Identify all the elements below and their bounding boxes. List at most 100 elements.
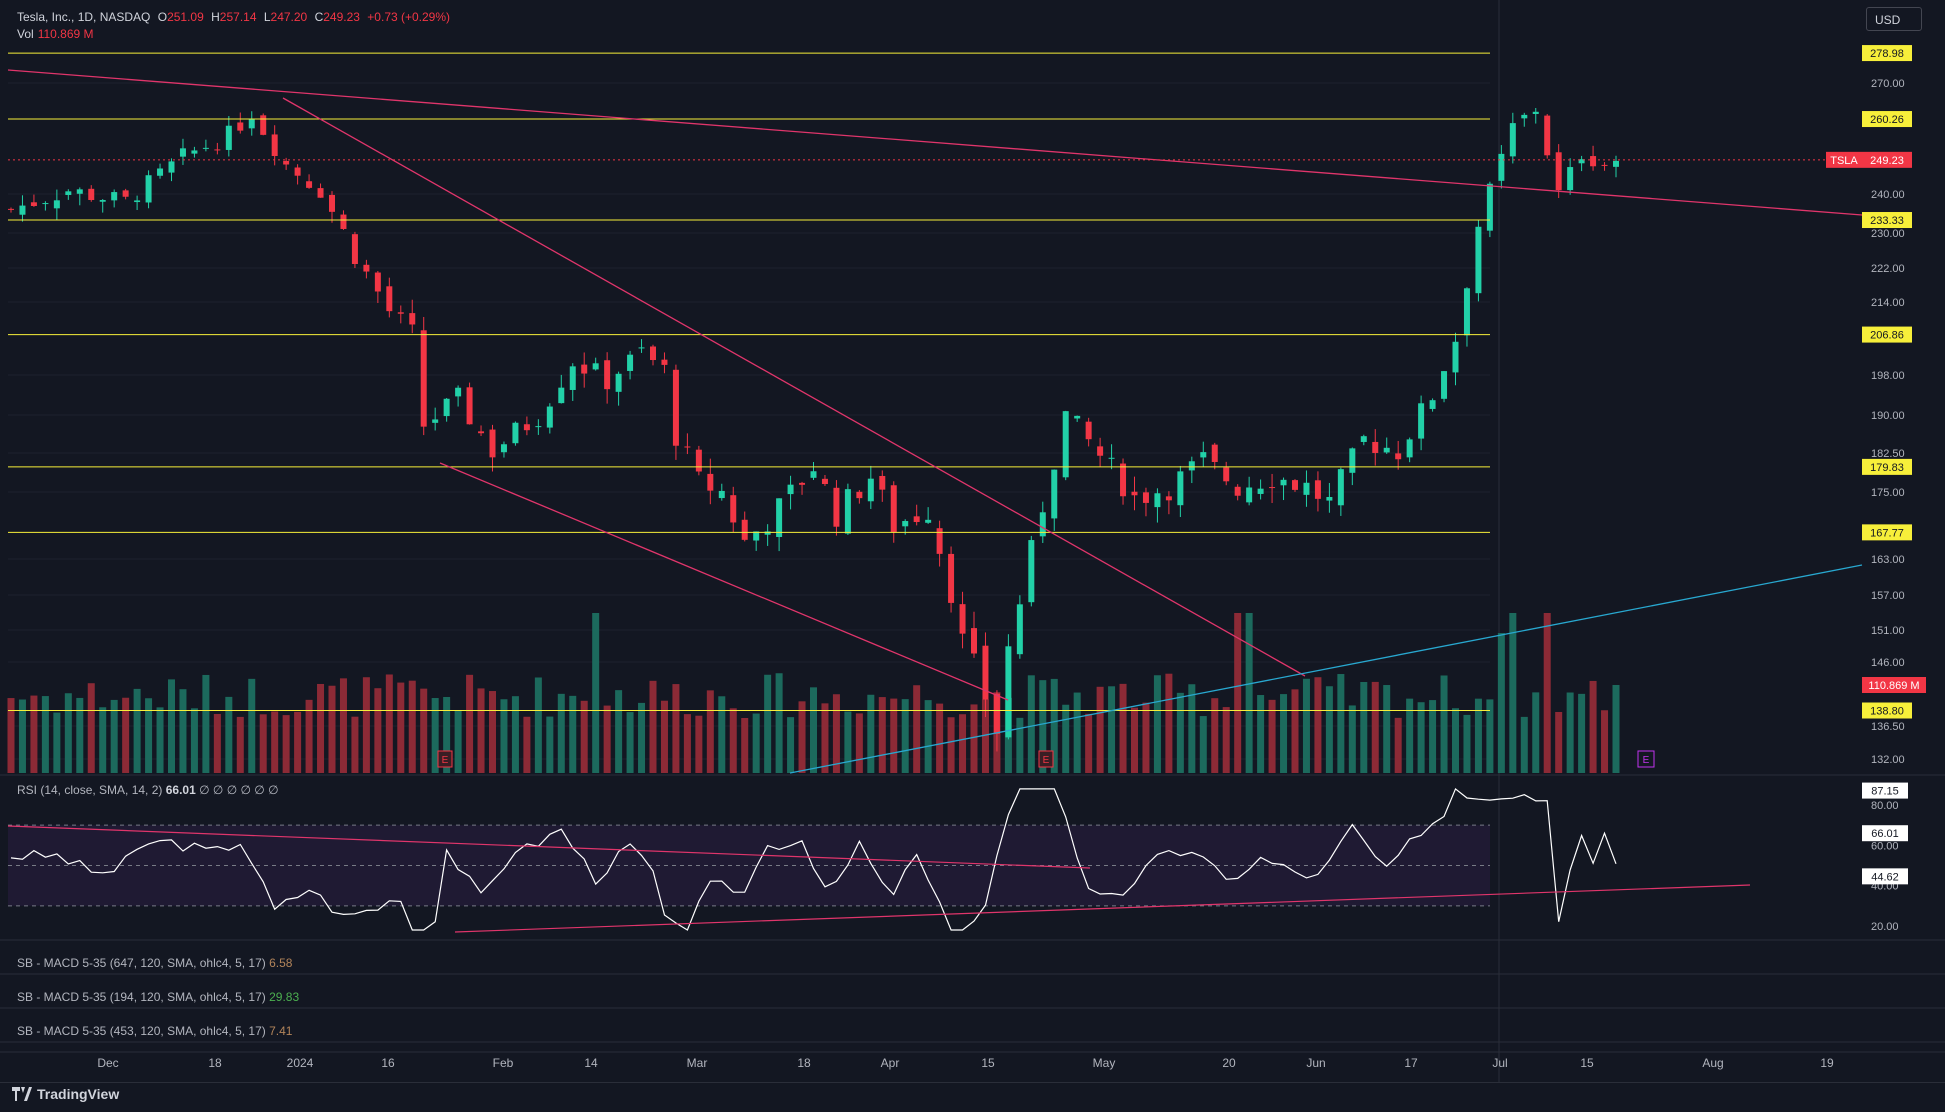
candle-body xyxy=(764,531,771,535)
volume-bar xyxy=(53,712,61,773)
earnings-marker[interactable]: E xyxy=(1038,750,1054,768)
volume-bar xyxy=(1211,698,1219,773)
macd-453-label[interactable]: SB - MACD 5-35 (453, 120, SMA, ohlc4, 5,… xyxy=(17,1024,292,1038)
volume-bar xyxy=(603,705,611,773)
volume-bar xyxy=(592,613,600,773)
volume-bar xyxy=(1188,684,1196,773)
candle-body xyxy=(1590,156,1597,167)
price-tick-label: 240.00 xyxy=(1871,189,1905,201)
rsi-label[interactable]: RSI (14, close, SMA, 14, 2) 66.01 ∅ ∅ ∅ … xyxy=(17,783,279,797)
volume-bar xyxy=(1131,707,1138,773)
volume-bar xyxy=(1280,694,1288,773)
candle-body xyxy=(1337,469,1344,506)
rsi-tag xyxy=(1862,782,1908,799)
volume-bar xyxy=(672,684,680,773)
level-tag-text: 260.26 xyxy=(1870,114,1904,126)
candle-body xyxy=(1028,540,1035,603)
level-tag xyxy=(1862,458,1912,475)
currency-button[interactable]: USD xyxy=(1866,7,1922,31)
candle-body xyxy=(695,449,702,472)
candle-body xyxy=(1257,488,1264,494)
volume-bar xyxy=(18,699,26,773)
candle-body xyxy=(65,191,72,195)
volume-bar xyxy=(145,698,153,773)
volume-label: Vol xyxy=(17,27,34,41)
candle-body xyxy=(1613,160,1619,167)
volume-bar xyxy=(110,699,118,773)
macd-647-value: 6.58 xyxy=(269,956,293,970)
candle-body xyxy=(478,431,485,434)
volume-bar xyxy=(534,677,542,773)
candle-body xyxy=(237,122,244,131)
candle-body xyxy=(684,446,691,448)
candle-body xyxy=(592,363,599,370)
upcoming-earnings-badge xyxy=(1637,750,1655,768)
trend-line xyxy=(7,69,1863,216)
rsi-na-1: ∅ xyxy=(199,783,210,797)
volume-bar xyxy=(867,694,875,773)
volume-bar xyxy=(30,695,38,773)
volume-bar xyxy=(1050,678,1058,773)
level-tag-text: 167.77 xyxy=(1870,527,1904,539)
candle-body xyxy=(317,188,324,198)
volume-bar xyxy=(99,707,107,773)
rsi-line xyxy=(10,787,1617,931)
volume-bar xyxy=(431,698,439,773)
volume-bar xyxy=(1073,692,1081,773)
volume-bar xyxy=(1348,705,1356,773)
volume-bar xyxy=(385,674,393,773)
level-tag xyxy=(1862,111,1912,128)
time-tick-label: Mar xyxy=(687,1056,708,1070)
volume-bar xyxy=(936,703,944,773)
volume-bar xyxy=(202,674,210,773)
candle-body xyxy=(1074,415,1081,419)
candle-body xyxy=(913,516,920,523)
candle-body xyxy=(1269,487,1276,489)
time-tick-label: 15 xyxy=(981,1056,995,1070)
volume-header: Vol 110.869 M xyxy=(17,27,98,41)
candle-body xyxy=(741,519,748,540)
candle-body xyxy=(833,487,840,527)
volume-bar xyxy=(1463,714,1471,773)
tsla-price-chart[interactable]: E E E 270.00 240.00 230.00 222.00 214.00 198.00 1… xyxy=(0,0,1945,1082)
candle-body xyxy=(397,312,404,314)
candle-body xyxy=(661,359,668,365)
earnings-marker[interactable]: E xyxy=(437,750,453,768)
candle-body xyxy=(993,693,1000,734)
volume-bar xyxy=(764,674,772,773)
volume-bar xyxy=(294,711,302,773)
candle-body xyxy=(1120,463,1127,497)
candle-body xyxy=(283,160,290,165)
candle-body xyxy=(1601,164,1608,166)
candle-body xyxy=(1555,152,1562,191)
last-price-value: 249.23 xyxy=(1870,155,1904,167)
open-label: O xyxy=(157,10,168,24)
macd-647-label[interactable]: SB - MACD 5-35 (647, 120, SMA, ohlc4, 5,… xyxy=(17,956,292,970)
candle-body xyxy=(374,272,381,292)
tradingview-logo[interactable]: TradingView xyxy=(12,1086,119,1102)
price-tick-label: 230.00 xyxy=(1871,228,1905,240)
candle-body xyxy=(455,387,462,397)
earnings-badge xyxy=(1038,750,1054,768)
upcoming-earnings-marker[interactable]: E xyxy=(1637,750,1655,768)
rsi-na-5: ∅ xyxy=(254,783,265,797)
candle-body xyxy=(1567,167,1574,191)
volume-bar xyxy=(1142,702,1150,773)
price-tick-label: 182.50 xyxy=(1871,448,1905,460)
candle-body xyxy=(1200,452,1207,458)
candle-body xyxy=(1326,496,1333,501)
rsi-tag-text: 66.01 xyxy=(1871,828,1899,840)
macd-453-value: 7.41 xyxy=(269,1024,293,1038)
candle-body xyxy=(329,194,335,212)
volume-bar xyxy=(1383,685,1391,773)
volume-bar xyxy=(156,707,164,773)
volume-bar xyxy=(787,717,795,773)
rsi-tag xyxy=(1862,868,1908,885)
volume-bar xyxy=(213,713,221,773)
candle-body xyxy=(1383,447,1390,453)
volume-bar xyxy=(122,697,130,773)
candle-body xyxy=(294,167,301,176)
macd-194-label[interactable]: SB - MACD 5-35 (194, 120, SMA, ohlc4, 5,… xyxy=(17,990,299,1004)
close-label: C xyxy=(314,10,324,24)
candle-body xyxy=(879,475,886,490)
